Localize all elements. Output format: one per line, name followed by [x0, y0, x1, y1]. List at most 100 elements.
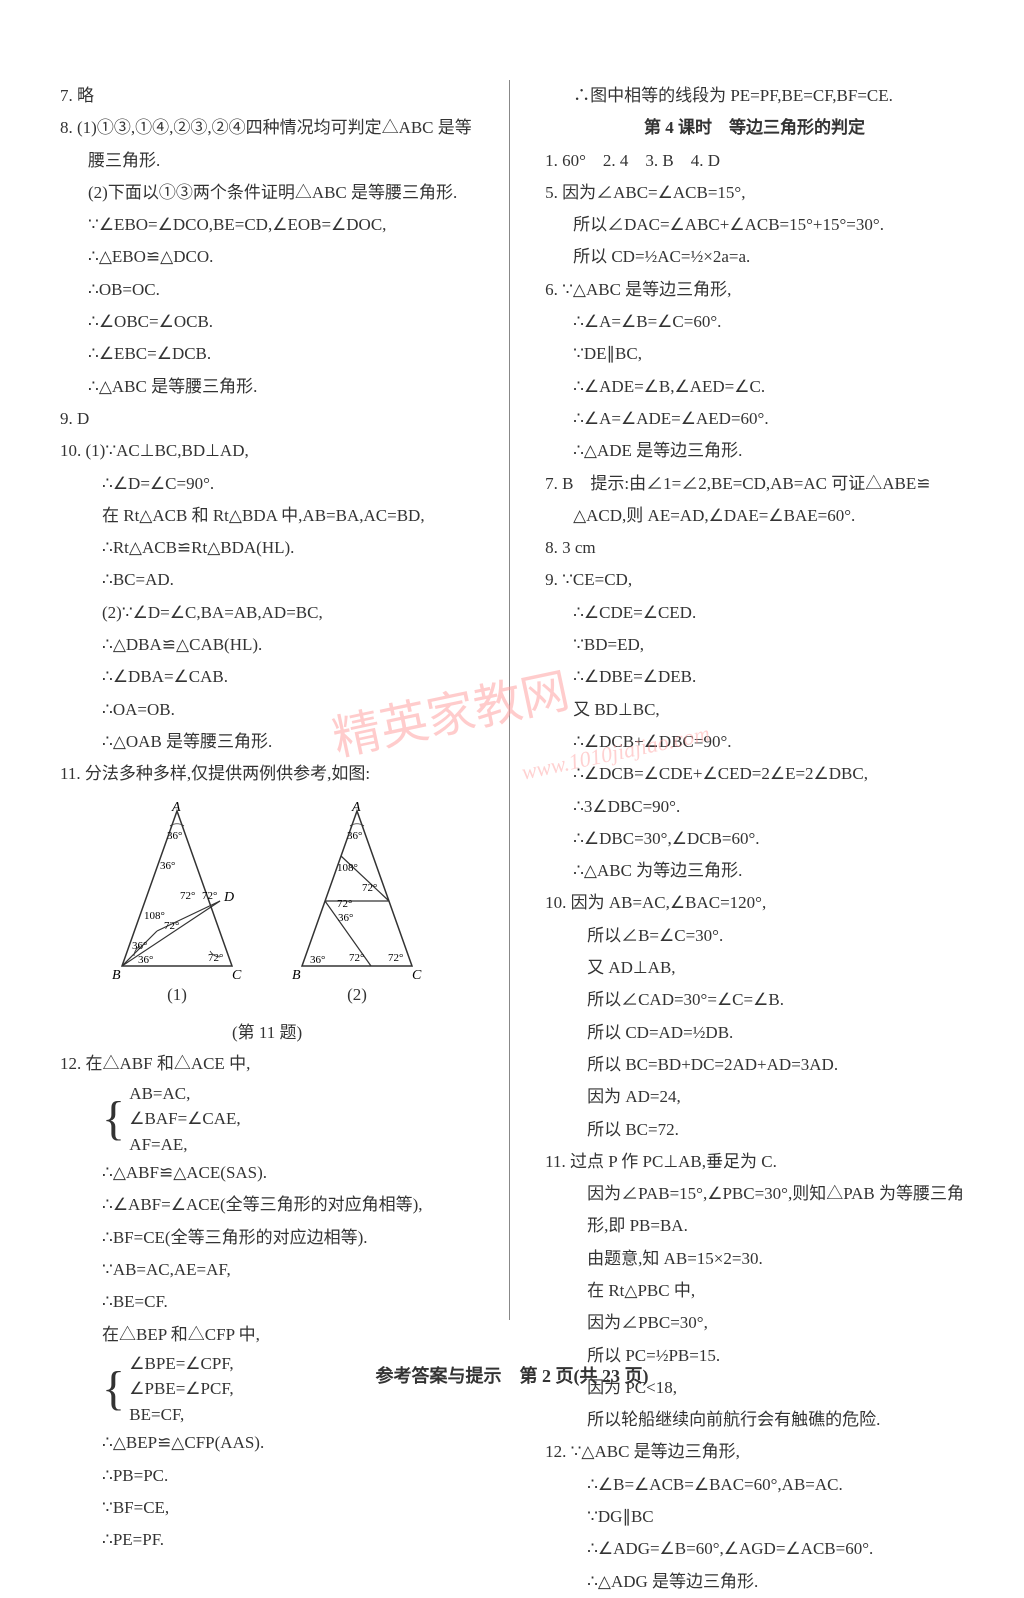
q10-line10: ∴△OAB 是等腰三角形.	[60, 726, 474, 758]
svg-text:72°: 72°	[349, 952, 364, 964]
r9-7: ∴∠DCB=∠CDE+∠CED=2∠E=2∠DBC,	[545, 758, 964, 790]
q10-line9: ∴OA=OB.	[60, 694, 474, 726]
brace1-l2: ∠BAF=∠CAE,	[129, 1109, 240, 1128]
q12-line6: ∴BE=CF.	[60, 1286, 474, 1318]
r6-5: ∴∠A=∠ADE=∠AED=60°.	[545, 403, 964, 435]
q12-line3: ∴∠ABF=∠ACE(全等三角形的对应角相等),	[60, 1189, 474, 1221]
svg-text:B: B	[112, 968, 121, 981]
r1: 1. 60° 2. 4 3. B 4. D	[545, 145, 964, 177]
q10-line5: ∴BC=AD.	[60, 564, 474, 596]
svg-text:72°: 72°	[337, 898, 352, 910]
svg-text:72°: 72°	[362, 882, 377, 894]
svg-text:72°: 72°	[388, 952, 403, 964]
q8-line5: ∴△EBO≌△DCO.	[60, 241, 474, 273]
r7-1: 7. B 提示:由∠1=∠2,BE=CD,AB=AC 可证△ABE≌	[545, 468, 964, 500]
q12-line10: ∵BF=CE,	[60, 1492, 474, 1524]
q12-line11: ∴PE=PF.	[60, 1524, 474, 1556]
svg-text:36°: 36°	[167, 830, 182, 842]
r12-5: ∴△ADG 是等边三角形.	[545, 1566, 964, 1598]
r9-2: ∴∠CDE=∠CED.	[545, 597, 964, 629]
q8-line8: ∴∠EBC=∠DCB.	[60, 338, 474, 370]
triangle-svg-2: A B C 36° 108° 72° 72° 36° 36° 72° 72°	[282, 801, 432, 981]
q12-line1: 12. 在△ABF 和△ACE 中,	[60, 1048, 474, 1080]
figure-container: A B C D 36° 36° 72° 72° 108° 36° 36° 72°…	[60, 801, 474, 1010]
svg-text:36°: 36°	[160, 860, 175, 872]
r12-4: ∴∠ADG=∠B=60°,∠AGD=∠ACB=60°.	[545, 1533, 964, 1565]
q10-line3: 在 Rt△ACB 和 Rt△BDA 中,AB=BA,AC=BD,	[60, 500, 474, 532]
left-column: 7. 略 8. (1)①③,①④,②③,②④四种情况均可判定△ABC 是等 腰三…	[60, 80, 474, 1320]
page-content: 7. 略 8. (1)①③,①④,②③,②④四种情况均可判定△ABC 是等 腰三…	[60, 80, 964, 1320]
r10-4: 所以∠CAD=30°=∠C=∠B.	[545, 984, 964, 1016]
page-footer: 参考答案与提示 第 2 页(共 23 页)	[0, 1362, 1024, 1388]
figure-2: A B C 36° 108° 72° 72° 36° 36° 72° 72° (…	[282, 801, 432, 1010]
svg-text:A: A	[171, 801, 181, 815]
q12-line8: ∴△BEP≌△CFP(AAS).	[60, 1427, 474, 1459]
r6-1: 6. ∵△ABC 是等边三角形,	[545, 274, 964, 306]
q10-line1: 10. (1)∵AC⊥BC,BD⊥AD,	[60, 435, 474, 467]
svg-text:C: C	[232, 968, 242, 981]
r6-6: ∴△ADE 是等边三角形.	[545, 435, 964, 467]
svg-text:72°: 72°	[202, 890, 217, 902]
r10-6: 所以 BC=BD+DC=2AD+AD=3AD.	[545, 1049, 964, 1081]
svg-text:36°: 36°	[338, 912, 353, 924]
r9-6: ∴∠DCB+∠DBC=90°.	[545, 726, 964, 758]
brace2-l3: BE=CF,	[129, 1405, 184, 1424]
r11-2: 因为∠PAB=15°,∠PBC=30°,则知△PAB 为等腰三角	[545, 1178, 964, 1210]
svg-text:C: C	[412, 968, 422, 981]
triangle-svg-1: A B C D 36° 36° 72° 72° 108° 36° 36° 72°…	[102, 801, 252, 981]
q12-line4: ∴BF=CE(全等三角形的对应边相等).	[60, 1222, 474, 1254]
r6-2: ∴∠A=∠B=∠C=60°.	[545, 306, 964, 338]
q10-line6: (2)∵∠D=∠C,BA=AB,AD=BC,	[60, 597, 474, 629]
r11-6: 因为∠PBC=30°,	[545, 1307, 964, 1339]
svg-text:B: B	[292, 968, 301, 981]
q8-line3: (2)下面以①③两个条件证明△ABC 是等腰三角形.	[60, 177, 474, 209]
figure-1-caption: (1)	[102, 981, 252, 1010]
r9-5: 又 BD⊥BC,	[545, 694, 964, 726]
r0: ∴图中相等的线段为 PE=PF,BE=CF,BF=CE.	[545, 80, 964, 112]
brace1-l3: AF=AE,	[129, 1135, 187, 1154]
r11-9: 所以轮船继续向前航行会有触礁的危险.	[545, 1404, 964, 1436]
q10-line4: ∴Rt△ACB≌Rt△BDA(HL).	[60, 532, 474, 564]
svg-text:36°: 36°	[138, 954, 153, 966]
r10-1: 10. 因为 AB=AC,∠BAC=120°,	[545, 887, 964, 919]
q10-line7: ∴△DBA≌△CAB(HL).	[60, 629, 474, 661]
q11-line1: 11. 分法多种多样,仅提供两例供参考,如图:	[60, 758, 474, 790]
r10-2: 所以∠B=∠C=30°.	[545, 920, 964, 952]
svg-text:72°: 72°	[164, 920, 179, 932]
q8-line1: 8. (1)①③,①④,②③,②④四种情况均可判定△ABC 是等	[60, 112, 474, 144]
q8-line2: 腰三角形.	[60, 145, 474, 177]
r12-1: 12. ∵△ABC 是等边三角形,	[545, 1436, 964, 1468]
r11-3: 形,即 PB=BA.	[545, 1210, 964, 1242]
r9-4: ∴∠DBE=∠DEB.	[545, 661, 964, 693]
figure-1: A B C D 36° 36° 72° 72° 108° 36° 36° 72°…	[102, 801, 252, 1010]
figure-main-caption: (第 11 题)	[60, 1019, 474, 1048]
figure-2-caption: (2)	[282, 981, 432, 1010]
q9: 9. D	[60, 403, 474, 435]
q12-line2: ∴△ABF≌△ACE(SAS).	[60, 1157, 474, 1189]
q8-line6: ∴OB=OC.	[60, 274, 474, 306]
r12-2: ∴∠B=∠ACB=∠BAC=60°,AB=AC.	[545, 1469, 964, 1501]
section-title: 第 4 课时 等边三角形的判定	[545, 112, 964, 144]
r7-2: △ACD,则 AE=AD,∠DAE=∠BAE=60°.	[545, 500, 964, 532]
column-divider	[509, 80, 510, 1320]
q10-line2: ∴∠D=∠C=90°.	[60, 468, 474, 500]
r9-8: ∴3∠DBC=90°.	[545, 791, 964, 823]
q12-brace1: { AB=AC, ∠BAF=∠CAE, AF=AE,	[60, 1081, 474, 1158]
q12-line9: ∴PB=PC.	[60, 1460, 474, 1492]
r10-7: 因为 AD=24,	[545, 1081, 964, 1113]
r6-3: ∵DE∥BC,	[545, 338, 964, 370]
q12-line5: ∵AB=AC,AE=AF,	[60, 1254, 474, 1286]
svg-text:D: D	[223, 890, 234, 905]
svg-text:36°: 36°	[310, 954, 325, 966]
r10-3: 又 AD⊥AB,	[545, 952, 964, 984]
r6-4: ∴∠ADE=∠B,∠AED=∠C.	[545, 371, 964, 403]
right-column: ∴图中相等的线段为 PE=PF,BE=CF,BF=CE. 第 4 课时 等边三角…	[545, 80, 964, 1320]
r10-8: 所以 BC=72.	[545, 1114, 964, 1146]
q12-line7: 在△BEP 和△CFP 中,	[60, 1319, 474, 1351]
q8-line4: ∵∠EBO=∠DCO,BE=CD,∠EOB=∠DOC,	[60, 209, 474, 241]
q8-line9: ∴△ABC 是等腰三角形.	[60, 371, 474, 403]
q7: 7. 略	[60, 80, 474, 112]
r8: 8. 3 cm	[545, 532, 964, 564]
svg-text:108°: 108°	[337, 862, 358, 874]
r9-9: ∴∠DBC=30°,∠DCB=60°.	[545, 823, 964, 855]
